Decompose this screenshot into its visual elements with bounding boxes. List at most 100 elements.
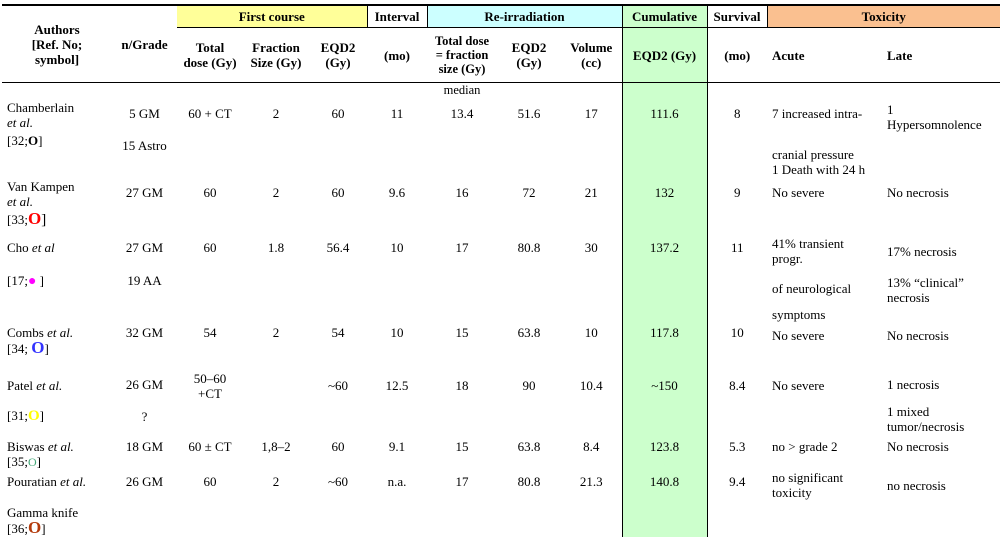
- cell-volume: 17: [561, 98, 622, 177]
- value: 9.1: [388, 439, 406, 454]
- toxicity-line: 13% “clinical”: [887, 275, 964, 290]
- n-grade-value: ?: [141, 409, 148, 424]
- header-line: Total dose: [434, 34, 490, 48]
- value: 111.6: [650, 106, 679, 121]
- value: 10.4: [579, 378, 603, 393]
- value: 60: [331, 106, 345, 121]
- cell-total-dose: 60 ± CT: [177, 437, 243, 470]
- value: 51.6: [517, 106, 541, 121]
- cell-acute-toxicity: 7 increased intra- cranial pressure 1 De…: [767, 98, 882, 177]
- value: 2: [272, 474, 280, 489]
- value: 11: [731, 240, 744, 255]
- cell-n-grade: 32 GM: [112, 322, 177, 369]
- cell-total-dose: 54: [177, 322, 243, 369]
- cell-late-toxicity: No necrosis: [882, 177, 1000, 234]
- cell-fraction-size: [243, 369, 309, 437]
- cell-interval: 11: [367, 98, 427, 177]
- value: 8.4: [729, 378, 746, 393]
- cell-interval: 10: [367, 234, 427, 322]
- value: ~60: [327, 474, 349, 489]
- header-line: = fraction: [435, 48, 489, 62]
- group-header-interval: Interval: [367, 5, 428, 28]
- cumulative-cell: [621, 82, 708, 98]
- header-line: Total: [195, 40, 225, 55]
- cell-total-dose: 60: [177, 234, 243, 322]
- ref-line: [31;O]: [7, 408, 44, 424]
- value: 60: [203, 474, 217, 489]
- col-header-n-grade: n/Grade: [112, 5, 177, 83]
- cell-re-eqd2: 90: [497, 369, 561, 437]
- cell-volume: 8.4: [561, 437, 622, 470]
- ref-line: [35;O]: [7, 454, 41, 469]
- cell-re-total-dose: 16: [427, 177, 497, 234]
- table-row: Cho et al [17;● ] 27 GM 19 AA 60 1.8 56.…: [2, 234, 1000, 322]
- ref-symbol: O: [31, 338, 45, 357]
- n-grade-value: 18 GM: [125, 439, 164, 454]
- header-line: Fraction: [252, 40, 300, 55]
- author-extra: Gamma knife: [7, 505, 79, 520]
- cell-n-grade: 18 GM: [112, 437, 177, 470]
- header-line: Size (Gy): [250, 55, 302, 70]
- table-header-group-row: Authors [Ref. No; symbol] n/Grade First …: [2, 5, 1000, 83]
- value: 63.8: [517, 325, 541, 340]
- cell-late-toxicity: 17% necrosis 13% “clinical” necrosis: [882, 234, 1000, 322]
- value: 1,8–2: [261, 439, 291, 454]
- author-name: Pouratian et al.: [7, 474, 87, 489]
- group-header-re-irradiation: Re-irradiation: [427, 5, 623, 28]
- toxicity-line: of neurological: [772, 281, 852, 296]
- cell-authors: Van Kampen et al. [33;O]: [2, 177, 112, 234]
- cell-fraction-size: 2: [243, 177, 309, 234]
- author-name: Cho et al: [7, 240, 55, 255]
- value: 10: [730, 325, 744, 340]
- cell-total-dose: 50–60 +CT: [177, 369, 243, 437]
- toxicity-line: No necrosis: [887, 328, 949, 343]
- group-header-toxicity: Toxicity: [766, 5, 1000, 28]
- ref-line: [36;O]: [7, 518, 46, 537]
- value: 9: [734, 185, 741, 200]
- value: 60: [203, 185, 217, 200]
- cell-interval: 12.5: [367, 369, 427, 437]
- col-header-late: Late: [882, 27, 1000, 83]
- col-header-authors: Authors [Ref. No; symbol]: [2, 5, 112, 83]
- toxicity-line: 1 mixed: [887, 404, 930, 419]
- authors-header-line: symbol]: [34, 51, 80, 67]
- cell-re-eqd2: 80.8: [497, 234, 561, 322]
- cell-late-toxicity: 1 Hypersomnolence: [882, 98, 1000, 177]
- ref-symbol: O: [27, 209, 42, 228]
- value: 8.4: [583, 439, 600, 454]
- n-grade-value: 19 AA: [127, 273, 162, 288]
- toxicity-line: no necrosis: [887, 478, 946, 493]
- cell-survival: 8: [707, 98, 767, 177]
- value: 13.4: [450, 106, 474, 121]
- ref-symbol: O: [27, 518, 42, 537]
- cell-late-toxicity: No necrosis: [882, 437, 1000, 470]
- value: 132: [654, 185, 675, 200]
- cell-volume: 21: [561, 177, 622, 234]
- cell-eqd2-first: ~60: [309, 470, 367, 537]
- cell-re-eqd2: 51.6: [497, 98, 561, 177]
- author-name: Van Kampen: [7, 179, 75, 194]
- ref-line: [33;O]: [7, 209, 47, 228]
- author-name: Chamberlain: [7, 100, 75, 115]
- cell-fraction-size: 1.8: [243, 234, 309, 322]
- cell-fraction-size: 2: [243, 470, 309, 537]
- cell-total-dose: 60 + CT: [177, 98, 243, 177]
- value: 123.8: [649, 439, 680, 454]
- toxicity-line: No severe: [772, 328, 825, 343]
- cell-interval: 10: [367, 322, 427, 369]
- median-note: median: [443, 83, 481, 97]
- col-header-fraction-size: Fraction Size (Gy): [243, 27, 309, 83]
- value: 54: [203, 325, 217, 340]
- toxicity-line: no > grade 2: [772, 439, 838, 454]
- table-row: Combs et al. [34; O] 32 GM 54 2 54 10 15…: [2, 322, 1000, 369]
- value: 9.6: [388, 185, 406, 200]
- cell-re-total-dose: 17: [427, 234, 497, 322]
- toxicity-line: symptoms: [772, 307, 826, 322]
- toxicity-line: tumor/necrosis: [887, 419, 965, 434]
- n-grade-value: 5 GM: [129, 106, 160, 121]
- value: +CT: [198, 386, 222, 401]
- cell-survival: 11: [707, 234, 767, 322]
- cell-re-total-dose: 13.4: [427, 98, 497, 177]
- cell-acute-toxicity: No severe: [767, 177, 882, 234]
- table-row: Van Kampen et al. [33;O] 27 GM 60 2 60 9…: [2, 177, 1000, 234]
